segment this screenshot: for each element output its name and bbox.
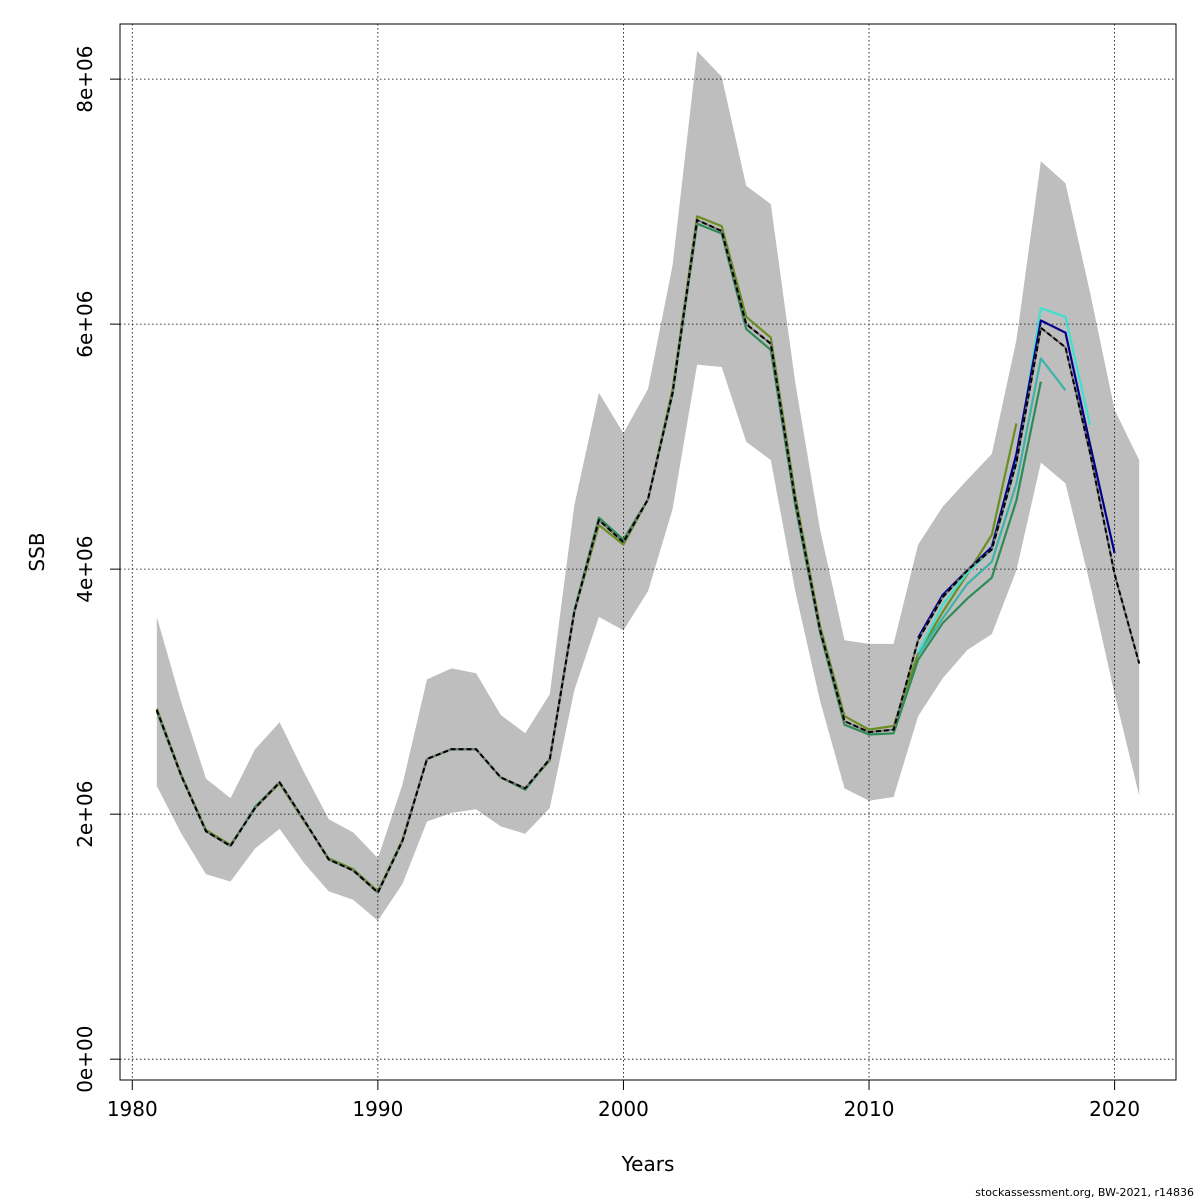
y-tick-label: 4e+06 (73, 536, 97, 603)
x-tick-label: 1980 (107, 1097, 158, 1121)
y-tick-label: 6e+06 (73, 291, 97, 358)
series-layer (155, 215, 1141, 894)
y-tick-label: 8e+06 (73, 46, 97, 113)
series-line-2 (917, 357, 1067, 656)
series-line-3 (917, 319, 1116, 639)
axis-layer: 1980 1990 2000 2010 2020 0e+00 2e+06 4e+06 6e+06… (73, 46, 1140, 1121)
confidence-band (156, 51, 1140, 921)
x-axis-title: Years (621, 1152, 675, 1176)
x-tick-label: 2020 (1089, 1097, 1140, 1121)
y-tick-label: 2e+06 (73, 781, 97, 848)
y-axis-title: SSB (25, 532, 49, 571)
x-tick-label: 2000 (598, 1097, 649, 1121)
confidence-band-layer (156, 51, 1140, 921)
y-tick-label: 0e+00 (73, 1026, 97, 1093)
footer-credit: stockassessment.org, BW-2021, r14836 (975, 1186, 1194, 1199)
series-line-5 (155, 219, 1141, 894)
grid-layer (120, 24, 1176, 1080)
x-tick-label: 2010 (844, 1097, 895, 1121)
x-tick-label: 1990 (352, 1097, 403, 1121)
